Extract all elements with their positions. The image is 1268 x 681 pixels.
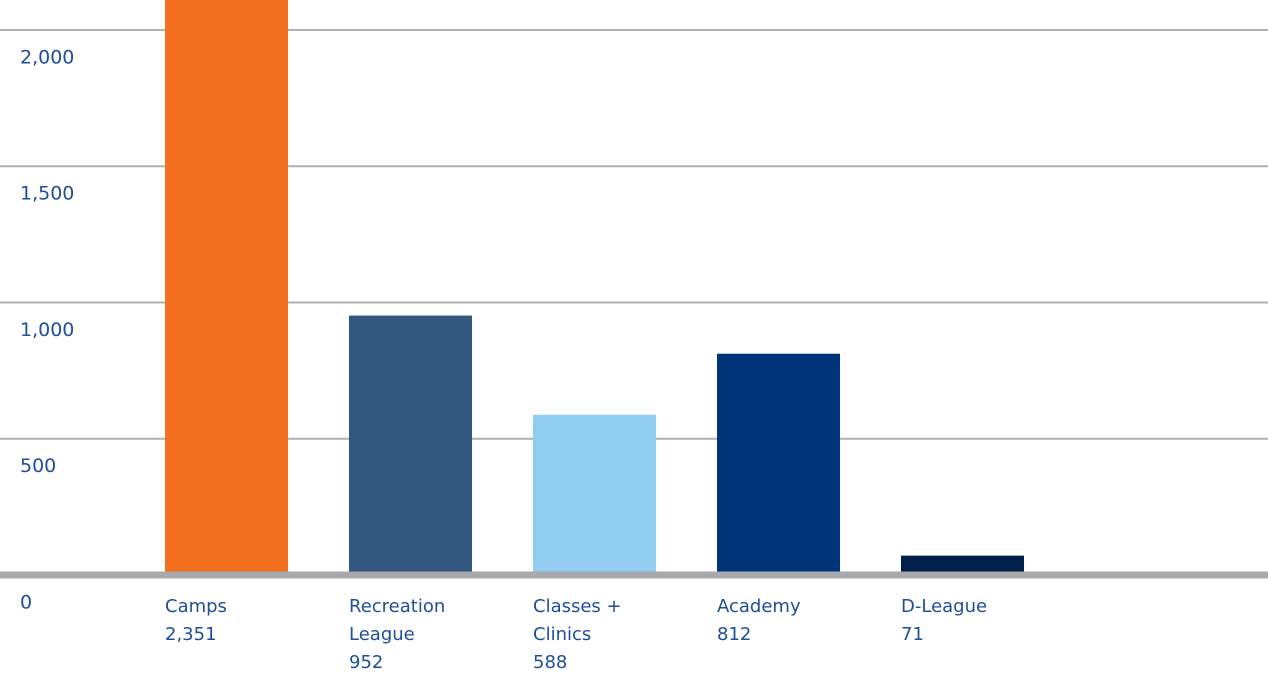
category-label: D-League 71 [901, 593, 1031, 649]
value-label: 952 [349, 652, 384, 673]
category-name: Camps [165, 596, 227, 617]
y-tick-label: 500 [20, 455, 56, 477]
category-name: Academy [717, 596, 801, 617]
y-tick-label: 2,000 [20, 46, 74, 68]
value-label: 71 [901, 624, 924, 645]
bar [533, 414, 656, 575]
category-label: Academy 812 [717, 593, 847, 649]
category-label: Classes + Clinics 588 [533, 593, 633, 677]
value-label: 588 [533, 652, 568, 673]
category-label: Camps 2,351 [165, 593, 295, 649]
value-label: 812 [717, 624, 752, 645]
y-tick-label: 0 [20, 592, 32, 614]
bar [165, 0, 288, 575]
y-tick-label: 1,000 [20, 319, 74, 341]
category-label: Recreation League 952 [349, 593, 464, 677]
bar [901, 555, 1024, 575]
category-name: Recreation League [349, 596, 446, 645]
category-name: D-League [901, 596, 988, 617]
value-label: 2,351 [165, 624, 217, 645]
bar [717, 353, 840, 575]
y-tick-label: 1,500 [20, 183, 74, 205]
bar [349, 315, 472, 575]
category-name: Classes + Clinics [533, 596, 622, 645]
